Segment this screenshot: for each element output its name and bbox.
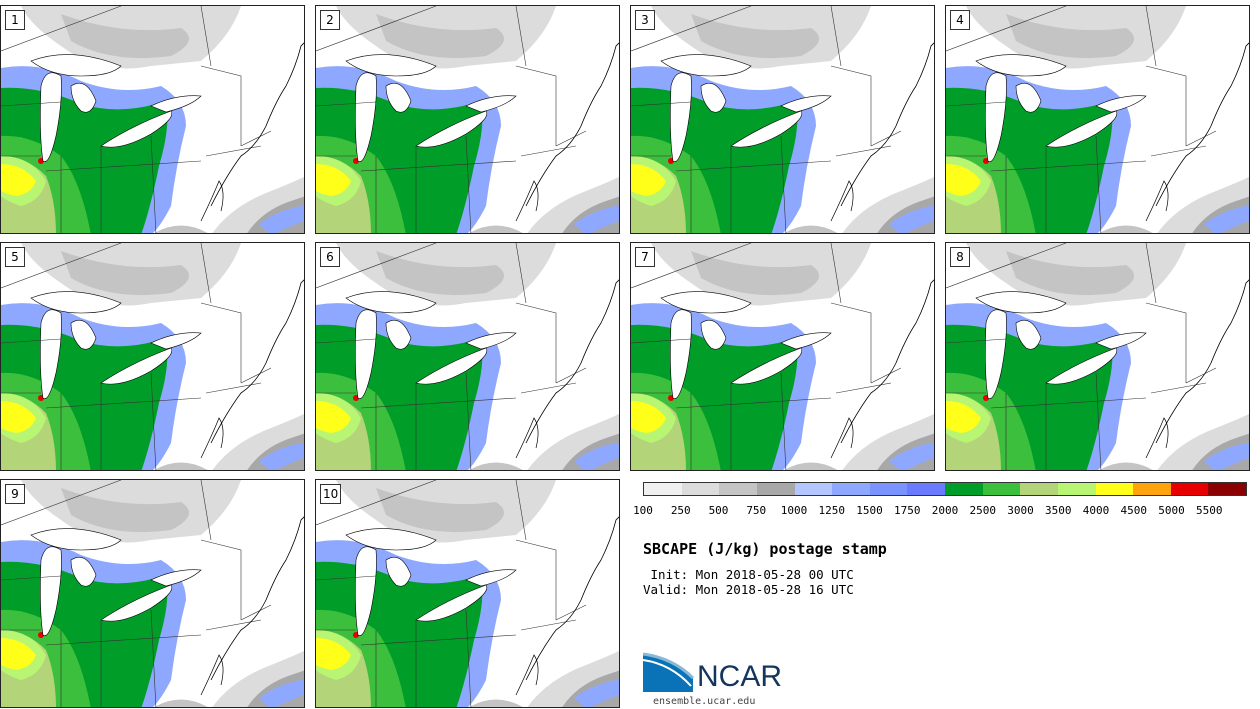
ncar-logo-text: NCAR xyxy=(697,660,783,693)
legend-tick: 5500 xyxy=(1196,504,1223,517)
sbcape-map xyxy=(1,6,304,233)
member-number-label: 1 xyxy=(5,10,25,30)
postage-stamp-panel: 10 xyxy=(315,479,620,708)
legend-swatch xyxy=(1208,483,1246,495)
legend-swatch xyxy=(756,483,795,495)
legend-tick: 1000 xyxy=(780,504,808,517)
legend-tick: 2500 xyxy=(969,504,997,517)
legend-tick: 750 xyxy=(746,504,767,517)
member-number-label: 9 xyxy=(5,484,25,504)
member-number-label: 4 xyxy=(950,10,970,30)
legend-tick: 5000 xyxy=(1158,504,1185,517)
legend-swatch xyxy=(794,483,833,495)
legend-swatch xyxy=(1057,483,1096,495)
sbcape-map xyxy=(1,480,304,707)
sbcape-map xyxy=(946,243,1249,470)
legend-tick: 3500 xyxy=(1045,504,1072,517)
member-number-label: 3 xyxy=(635,10,655,30)
legend-swatch xyxy=(644,483,682,495)
legend-swatch xyxy=(1133,483,1171,495)
legend-tick: 1250 xyxy=(818,504,846,517)
sbcape-map xyxy=(1,243,304,470)
postage-stamp-panel: 4 xyxy=(945,5,1250,234)
postage-stamp-panel: 1 xyxy=(0,5,305,234)
legend-tick: 1750 xyxy=(894,504,921,517)
product-title: SBCAPE (J/kg) postage stamp xyxy=(643,540,887,558)
legend-tick: 250 xyxy=(670,504,691,517)
legend-swatch xyxy=(1095,483,1134,495)
sbcape-map xyxy=(631,6,934,233)
legend-swatch xyxy=(869,483,908,495)
valid-time: Valid: Mon 2018-05-28 16 UTC xyxy=(643,582,854,597)
ensemble-url: ensemble.ucar.edu xyxy=(653,696,756,707)
legend-tick: 4000 xyxy=(1082,504,1110,517)
postage-stamp-panel: 8 xyxy=(945,242,1250,471)
sbcape-map xyxy=(316,243,619,470)
member-number-label: 2 xyxy=(320,10,340,30)
sbcape-map xyxy=(316,6,619,233)
legend-tick: 3000 xyxy=(1007,504,1034,517)
legend-swatch xyxy=(681,483,720,495)
postage-stamp-panel: 9 xyxy=(0,479,305,708)
postage-stamp-panel: 5 xyxy=(0,242,305,471)
member-number-label: 7 xyxy=(635,247,655,267)
init-time: Init: Mon 2018-05-28 00 UTC xyxy=(643,567,854,582)
legend-tick: 2000 xyxy=(931,504,959,517)
ncar-logo xyxy=(643,652,695,692)
legend-tick: 1500 xyxy=(856,504,883,517)
legend-tick-labels: 100 250 500 750 1000 1250 1500 1750 2000 2500 3000… xyxy=(633,504,1247,518)
legend-swatch xyxy=(982,483,1021,495)
postage-stamp-panel: 2 xyxy=(315,5,620,234)
legend-swatch xyxy=(945,483,983,495)
legend-tick: 100 xyxy=(633,504,653,517)
legend-swatch xyxy=(1170,483,1209,495)
postage-stamp-panel: 7 xyxy=(630,242,935,471)
member-number-label: 6 xyxy=(320,247,340,267)
legend-swatch xyxy=(1020,483,1058,495)
sbcape-map xyxy=(316,480,619,707)
member-number-label: 10 xyxy=(320,484,342,504)
legend-tick: 4500 xyxy=(1120,504,1148,517)
sbcape-map xyxy=(631,243,934,470)
legend-tick: 500 xyxy=(708,504,729,517)
postage-stamp-panel: 3 xyxy=(630,5,935,234)
member-number-label: 8 xyxy=(950,247,970,267)
legend-swatch xyxy=(832,483,870,495)
legend-swatch xyxy=(907,483,945,495)
legend-swatch xyxy=(719,483,757,495)
cape-color-legend xyxy=(643,482,1247,496)
postage-stamp-panel: 6 xyxy=(315,242,620,471)
member-number-label: 5 xyxy=(5,247,25,267)
sbcape-map xyxy=(946,6,1249,233)
